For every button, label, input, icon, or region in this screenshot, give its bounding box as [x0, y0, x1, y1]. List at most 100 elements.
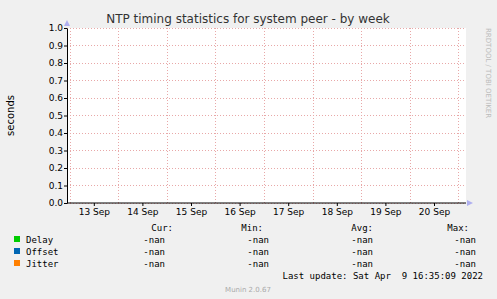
y-tick-label: 0.0	[49, 198, 64, 208]
legend-header: Cur:	[151, 223, 173, 233]
x-tick-mark	[191, 203, 192, 206]
x-grid	[410, 28, 411, 203]
y-grid	[67, 63, 466, 64]
y-tick-mark	[64, 116, 67, 117]
legend-stat: -nan	[143, 247, 165, 257]
y-grid	[67, 150, 466, 151]
x-tick: 17 Sep	[273, 203, 305, 217]
footer: Munin 2.0.67	[225, 286, 271, 294]
y-tick: 0.3	[49, 146, 67, 156]
x-grid	[313, 28, 314, 203]
y-tick-mark	[64, 28, 67, 29]
legend-stat: -nan	[351, 259, 373, 269]
x-tick: 19 Sep	[370, 203, 402, 217]
chart: 0.00.10.20.30.40.50.60.70.80.91.013 Sep1…	[0, 0, 497, 299]
watermark: RRDTOOL / TOBI OETIKER	[484, 28, 492, 118]
grid	[67, 28, 466, 203]
y-tick: 0.2	[49, 163, 67, 173]
x-tick: 14 Sep	[127, 203, 159, 217]
x-tick-mark	[142, 203, 143, 206]
y-grid	[67, 203, 466, 204]
legend-stat: -nan	[247, 235, 269, 245]
legend-stat: -nan	[454, 259, 476, 269]
y-tick: 0.1	[49, 181, 67, 191]
y-axis-title: seconds	[5, 95, 16, 136]
x-tick-label: 19 Sep	[370, 207, 402, 217]
last-update: Last update: Sat Apr 9 16:35:09 2022	[283, 271, 483, 281]
y-tick-label: 0.9	[49, 41, 64, 51]
x-tick-label: 16 Sep	[224, 207, 256, 217]
y-grid	[67, 98, 466, 99]
y-tick: 0.5	[49, 111, 67, 121]
x-grid	[167, 28, 168, 203]
x-tick-mark	[240, 203, 241, 206]
y-tick-label: 0.8	[49, 58, 64, 68]
y-grid	[67, 45, 466, 46]
y-tick: 0.6	[49, 93, 67, 103]
x-tick: 18 Sep	[322, 203, 354, 217]
x-grid	[458, 28, 459, 203]
y-tick: 0.7	[49, 76, 67, 86]
y-axis: 0.0 0.1 0.2 0.3 0.4 0.5 0.6 0.7 0.8 0.9 1.0	[49, 23, 68, 208]
y-tick: 0.0	[49, 198, 67, 208]
legend-stat: -nan	[454, 235, 476, 245]
x-tick-mark	[94, 203, 95, 206]
y-grid	[67, 168, 466, 169]
x-grid	[264, 28, 265, 203]
x-tick-mark	[434, 203, 435, 206]
y-tick: 0.4	[49, 128, 67, 138]
x-tick: 16 Sep	[224, 203, 256, 217]
y-tick-mark	[64, 63, 67, 64]
x-grid	[361, 28, 362, 203]
y-tick-mark	[64, 81, 67, 82]
y-grid	[67, 80, 466, 81]
y-tick-mark	[64, 203, 67, 204]
y-grid	[67, 28, 466, 29]
x-tick-label: 20 Sep	[419, 207, 451, 217]
y-axis-arrow	[64, 20, 70, 26]
title: NTP timing statistics for system peer - …	[106, 12, 390, 26]
legend-label: Jitter	[26, 259, 59, 269]
y-tick-mark	[64, 151, 67, 152]
y-axis-line	[67, 29, 68, 204]
x-tick-label: 17 Sep	[273, 207, 305, 217]
x-axis-line	[67, 203, 466, 204]
x-grid	[118, 28, 119, 203]
legend-label: Offset	[26, 247, 59, 257]
legend-stat: -nan	[143, 259, 165, 269]
legend-stat: -nan	[247, 247, 269, 257]
x-axis: 13 Sep 14 Sep 15 Sep 16 Sep 17 Sep 18 Sep 19 S…	[67, 203, 466, 217]
legend-swatch	[14, 248, 20, 254]
y-tick-label: 0.1	[49, 181, 63, 191]
x-grid	[70, 28, 71, 203]
y-tick-mark	[64, 98, 67, 99]
x-tick-label: 14 Sep	[127, 207, 159, 217]
legend-swatch	[14, 236, 20, 242]
legend-stat: -nan	[454, 247, 476, 257]
background	[0, 0, 497, 299]
plot-area	[67, 28, 466, 203]
legend-header: Avg:	[351, 223, 373, 233]
y-tick: 0.9	[49, 41, 67, 51]
legend-stat: -nan	[143, 235, 165, 245]
x-tick-label: 18 Sep	[322, 207, 354, 217]
y-tick-mark	[64, 186, 67, 187]
y-tick-label: 0.6	[49, 93, 64, 103]
x-tick-mark	[288, 203, 289, 206]
y-tick-mark	[64, 133, 67, 134]
y-grid	[67, 133, 466, 134]
y-tick-label: 1.0	[49, 23, 64, 33]
legend-header: Min:	[241, 223, 263, 233]
x-tick-label: 15 Sep	[176, 207, 208, 217]
x-tick-label: 13 Sep	[79, 207, 111, 217]
x-tick: 13 Sep	[79, 203, 111, 217]
x-tick: 15 Sep	[176, 203, 208, 217]
legend-header: Max:	[447, 223, 469, 233]
y-tick: 0.8	[49, 58, 67, 68]
x-grid	[215, 28, 216, 203]
y-tick-label: 0.4	[49, 128, 64, 138]
x-axis-arrow	[467, 200, 473, 206]
legend-stat: -nan	[351, 235, 373, 245]
legend-stat: -nan	[247, 259, 269, 269]
y-tick-mark	[64, 46, 67, 47]
